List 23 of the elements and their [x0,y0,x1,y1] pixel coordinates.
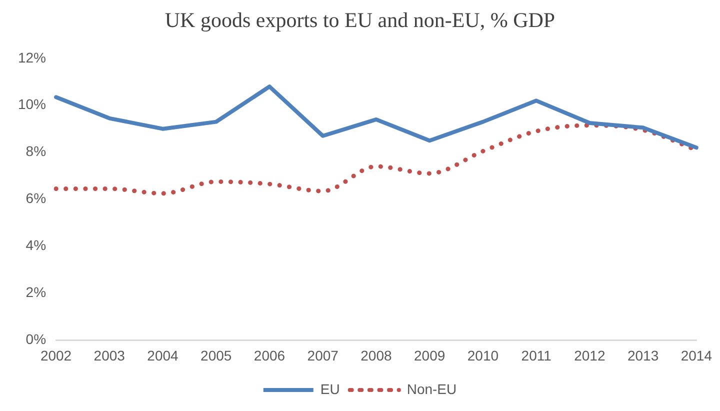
y-tick-label: 2% [26,284,46,300]
x-tick-label: 2008 [360,347,392,364]
x-tick-label: 2013 [627,347,659,364]
x-tick-label: 2012 [574,347,606,364]
y-tick-label: 0% [26,331,46,348]
y-tick-label: 8% [26,143,46,160]
legend-label: EU [320,380,340,397]
x-tick-label: 2002 [40,347,72,364]
x-tick-label: 2006 [254,347,286,364]
x-tick-label: 2007 [307,347,339,364]
x-tick-label: 2003 [94,347,126,364]
legend-label: Non-EU [406,380,457,397]
x-tick-label: 2009 [414,347,446,364]
x-tick-label: 2014 [680,347,712,364]
x-tick-label: 2004 [147,347,179,364]
y-tick-label: 12% [18,49,46,66]
chart-title: UK goods exports to EU and non-EU, % GDP [164,8,556,33]
y-tick-label: 4% [26,237,46,254]
x-tick-label: 2011 [521,347,552,364]
y-tick-label: 6% [26,190,46,206]
x-tick-label: 2005 [200,347,232,364]
y-tick-label: 10% [18,96,46,112]
x-tick-label: 2010 [467,347,499,364]
